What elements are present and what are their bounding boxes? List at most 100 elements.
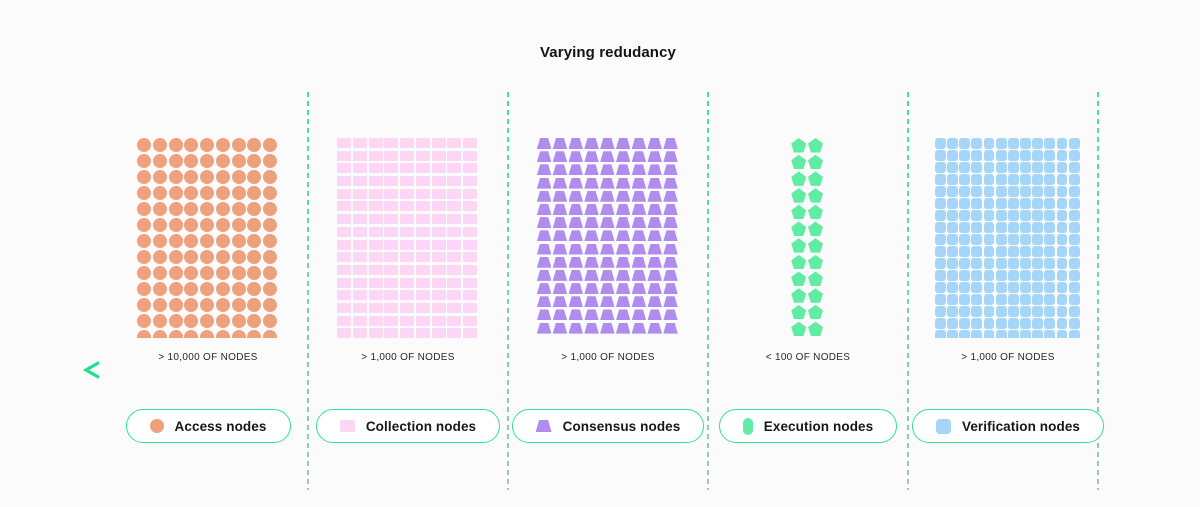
access-node-circle [231,298,246,312]
access-node-circle [184,266,199,280]
collection-node-square [384,264,399,275]
consensus-node-trapezoid [584,322,599,334]
verification-node-rounded-square [934,138,946,149]
verification-node-rounded-square [1056,294,1068,305]
access-node-circle [231,170,246,184]
collection-node-square [415,163,430,174]
collection-node-square [415,264,430,275]
execution-node-pentagon [791,171,807,186]
access-node-circle [247,250,262,264]
access-node-circle [247,170,262,184]
verification-node-rounded-square [1032,330,1044,338]
access-node-circle [247,314,262,328]
consensus-node-trapezoid [584,283,599,295]
access-node-circle [215,202,230,216]
access-node-circle [215,330,230,338]
consensus-node-trapezoid [552,138,568,149]
dashed-separator [707,92,709,490]
collection-node-square [352,226,367,237]
access-node-circle [263,234,278,248]
collection-node-square [415,239,430,250]
consensus-node-trapezoid [663,164,678,176]
consensus-node-trapezoid [663,230,678,242]
verification-node-rounded-square [995,150,1007,161]
consensus-node-trapezoid [536,269,552,281]
consensus-node-trapezoid [647,322,662,334]
verification-node-rounded-square [946,306,958,317]
verification-node-rounded-square [1007,294,1019,305]
verification-nodes-grid [934,138,1081,338]
verification-node-rounded-square [1020,198,1031,209]
verification-node-rounded-square [1007,234,1019,245]
verification-node-rounded-square [1044,210,1056,221]
consensus-node-trapezoid [647,138,662,149]
access-node-circle [215,298,230,312]
collection-node-square [400,214,415,225]
verification-node-rounded-square [1056,270,1068,281]
consensus-node-trapezoid [615,217,631,229]
consensus-node-trapezoid [584,230,599,242]
consensus-node-trapezoid [568,164,583,176]
verification-node-rounded-square [1032,282,1044,293]
consensus-node-trapezoid [631,256,647,268]
verification-node-rounded-square [959,270,970,281]
verification-node-rounded-square [959,234,970,245]
verification-node-rounded-square [1007,282,1019,293]
verification-node-rounded-square [1068,282,1080,293]
consensus-node-trapezoid [615,230,631,242]
consensus-node-trapezoid [584,138,599,149]
consensus-node-trapezoid [615,256,631,268]
access-node-circle [168,234,183,248]
access-node-circle [263,298,278,312]
verification-node-rounded-square [983,318,995,329]
collection-node-square [400,226,415,237]
collection-node-square [384,328,399,338]
collection-node-square [447,150,462,161]
verification-node-rounded-square [1032,270,1044,281]
consensus-node-trapezoid [552,217,568,229]
access-node-circle [168,138,183,152]
collection-node-square [400,328,415,338]
verification-node-rounded-square [1032,162,1044,173]
collection-node-square [400,252,415,263]
verification-node-rounded-square [971,150,983,161]
consensus-node-trapezoid [663,296,678,308]
collection-node-square [400,176,415,187]
verification-node-rounded-square [983,306,995,317]
consensus-node-trapezoid [663,309,678,321]
verification-node-rounded-square [1032,138,1044,149]
access-node-circle [215,282,230,296]
consensus-node-trapezoid [615,322,631,334]
collection-node-square [400,315,415,326]
verification-node-rounded-square [959,138,970,149]
verification-node-rounded-square [1068,234,1080,245]
verification-node-rounded-square [983,330,995,338]
verification-node-rounded-square [1068,162,1080,173]
consensus-node-trapezoid [647,177,662,189]
access-node-circle [136,154,151,168]
verification-node-rounded-square [971,294,983,305]
collection-node-square [447,315,462,326]
access-node-circle [200,330,215,338]
consensus-node-trapezoid [663,177,678,189]
collection-node-square [431,138,446,148]
verification-node-rounded-square [1056,222,1068,233]
verification-node-rounded-square [1020,318,1031,329]
legend-consensus-label: Consensus nodes [562,418,681,434]
collection-node-square [431,290,446,301]
consensus-node-trapezoid [615,190,631,202]
consensus-node-count-label: > 1,000 OF NODES [561,352,655,363]
collection-node-square [447,226,462,237]
consensus-node-trapezoid [631,230,647,242]
collection-node-square [415,226,430,237]
access-node-circle [184,154,199,168]
collection-node-square [415,150,430,161]
verification-node-rounded-square [1044,258,1056,269]
verification-node-rounded-square [934,210,946,221]
consensus-node-trapezoid [663,190,678,202]
collection-node-square [463,138,478,148]
access-node-circle [200,154,215,168]
verification-node-rounded-square [959,198,970,209]
consensus-node-trapezoid [536,296,552,308]
execution-nodes-grid [791,138,825,338]
